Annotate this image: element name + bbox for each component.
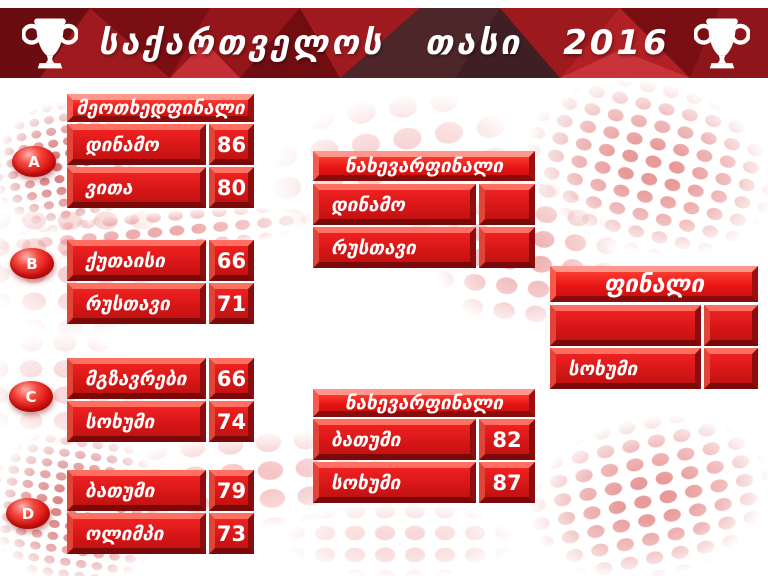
team-name: მგზავრები (67, 358, 206, 399)
qf-c-row-1: მგზავრები 66 (67, 358, 254, 399)
qf-a-row-1: დინამო 86 (67, 124, 254, 165)
semifinal-2-header: ნახევარფინალი (313, 389, 535, 417)
final-row-2: სოხუმი (550, 348, 758, 389)
banner-polygon-background (0, 8, 768, 78)
team-score (704, 305, 758, 346)
qf-b-row-1: ქუთაისი 66 (67, 240, 254, 281)
team-name: რუსთავი (67, 283, 206, 324)
sf-1-row-2: რუსთავი (313, 227, 535, 268)
team-name: ოლიმპი (67, 513, 206, 554)
trophy-icon-right (694, 18, 750, 69)
qf-c-row-2: სოხუმი 74 (67, 401, 254, 442)
team-score: 74 (209, 401, 254, 442)
team-name: დინამო (67, 124, 206, 165)
qf-b-row-2: რუსთავი 71 (67, 283, 254, 324)
team-name: ბათუმი (313, 419, 476, 460)
team-score: 73 (209, 513, 254, 554)
sf-1-row-1: დინამო (313, 184, 535, 225)
page-title: საქართველოს თასი 2016 (98, 23, 670, 63)
group-b-badge: B (10, 248, 54, 279)
group-d-badge: D (6, 498, 50, 529)
qf-d-row-2: ოლიმპი 73 (67, 513, 254, 554)
qf-d-row-1: ბათუმი 79 (67, 470, 254, 511)
trophy-icon-left (22, 18, 78, 69)
team-name: ქუთაისი (67, 240, 206, 281)
header-banner: საქართველოს თასი 2016 (0, 8, 768, 78)
final-row-1 (550, 305, 758, 346)
team-name: სოხუმი (550, 348, 701, 389)
group-c-badge: C (9, 381, 53, 412)
team-name: ვითა (67, 167, 206, 208)
team-score (479, 227, 535, 268)
team-score: 87 (479, 462, 535, 503)
qf-a-row-2: ვითა 80 (67, 167, 254, 208)
semifinal-1-header: ნახევარფინალი (313, 151, 535, 181)
team-name: დინამო (313, 184, 476, 225)
team-score (479, 184, 535, 225)
quarterfinal-header: მეოთხედფინალი (67, 94, 254, 122)
team-name (550, 305, 701, 346)
group-a-badge: A (12, 146, 56, 177)
halftone-swirl-bottom-right (510, 390, 768, 576)
team-name: სოხუმი (67, 401, 206, 442)
team-score: 66 (209, 358, 254, 399)
team-score: 66 (209, 240, 254, 281)
halftone-faint-bottom-center (280, 500, 520, 576)
final-header: ფინალი (550, 266, 758, 302)
team-score: 86 (209, 124, 254, 165)
team-name: რუსთავი (313, 227, 476, 268)
team-score: 82 (479, 419, 535, 460)
team-name: ბათუმი (67, 470, 206, 511)
halftone-swirl-top-right (502, 51, 768, 284)
sf-2-row-2: სოხუმი 87 (313, 462, 535, 503)
team-score: 80 (209, 167, 254, 208)
sf-2-row-1: ბათუმი 82 (313, 419, 535, 460)
team-score: 71 (209, 283, 254, 324)
team-score: 79 (209, 470, 254, 511)
team-score (704, 348, 758, 389)
team-name: სოხუმი (313, 462, 476, 503)
